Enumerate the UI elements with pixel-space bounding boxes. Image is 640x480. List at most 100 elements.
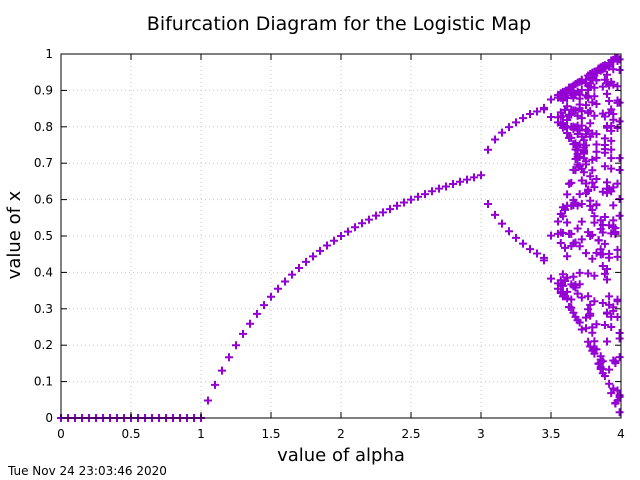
data-point — [584, 292, 593, 301]
data-point — [575, 242, 584, 251]
data-point — [463, 175, 471, 184]
data-point — [477, 171, 485, 180]
y-tick-label: 0.8 — [34, 120, 53, 134]
data-point — [470, 173, 478, 182]
data-point — [592, 75, 601, 84]
data-point — [609, 201, 618, 210]
data-point — [295, 264, 303, 273]
data-point — [365, 215, 373, 224]
data-point — [407, 195, 415, 204]
data-point — [600, 134, 609, 143]
data-point — [592, 68, 601, 77]
data-point — [337, 232, 345, 240]
data-point — [613, 82, 622, 91]
data-point — [615, 408, 624, 417]
data-point — [358, 219, 366, 228]
data-point — [386, 205, 394, 214]
axis-ticks: 0 0.5 1 1.5 2 2.5 3 3.5 4 0 0.1 0.2 0.3 0.4 0.5 0.6 0.7 0… — [34, 47, 625, 441]
data-point — [596, 216, 605, 225]
data-point — [302, 257, 310, 266]
data-point — [449, 179, 457, 188]
data-point — [484, 199, 492, 208]
data-point — [607, 154, 616, 163]
data-points — [57, 53, 624, 422]
data-point — [613, 252, 622, 261]
data-point — [344, 227, 352, 236]
data-point — [573, 224, 582, 233]
data-point — [577, 121, 586, 130]
data-point — [211, 380, 219, 389]
data-point — [598, 357, 607, 366]
y-tick-label: 0 — [45, 411, 53, 425]
data-point — [615, 392, 624, 401]
data-point — [582, 313, 590, 322]
data-point — [540, 105, 548, 114]
data-point — [613, 313, 622, 322]
data-point — [615, 166, 624, 175]
timestamp: Tue Nov 24 23:03:46 2020 — [8, 464, 167, 478]
data-point — [414, 192, 422, 201]
data-point — [600, 141, 609, 150]
data-point — [435, 184, 443, 193]
data-point — [592, 140, 601, 149]
data-point — [421, 190, 429, 199]
data-point — [590, 337, 599, 346]
data-point — [372, 211, 380, 220]
data-point — [225, 353, 233, 362]
data-point — [582, 160, 590, 169]
x-tick-label: 2 — [337, 427, 345, 441]
data-point — [579, 168, 588, 177]
data-point — [547, 95, 555, 104]
data-point — [561, 205, 569, 214]
y-tick-label: 0.7 — [34, 156, 53, 170]
data-point — [558, 112, 567, 121]
y-tick-label: 0.1 — [34, 375, 53, 389]
x-axis-label: value of alpha — [277, 445, 405, 466]
data-point — [540, 253, 548, 262]
data-point — [582, 249, 590, 258]
data-point — [588, 230, 597, 239]
data-point — [323, 241, 331, 250]
x-tick-label: 3.5 — [541, 427, 560, 441]
data-point — [246, 319, 254, 328]
chart-title: Bifurcation Diagram for the Logistic Map — [147, 13, 531, 35]
data-point — [609, 80, 618, 89]
data-point — [588, 178, 597, 187]
y-tick-label: 0.5 — [34, 229, 53, 243]
data-point — [505, 123, 513, 132]
data-point — [533, 249, 541, 258]
data-point — [586, 172, 595, 181]
data-point — [577, 293, 586, 302]
data-point — [600, 372, 609, 381]
data-point — [563, 116, 572, 125]
data-point — [577, 235, 586, 244]
data-point — [526, 245, 534, 254]
data-point — [491, 135, 499, 144]
data-point — [605, 292, 614, 301]
data-point — [563, 252, 572, 261]
data-point — [605, 379, 614, 388]
data-point — [563, 102, 572, 111]
data-point — [554, 217, 562, 226]
data-point — [558, 281, 567, 290]
x-tick-label: 4 — [617, 427, 625, 441]
data-point — [605, 97, 614, 106]
data-point — [588, 155, 597, 164]
data-point — [512, 118, 520, 127]
data-point — [400, 198, 408, 207]
data-point — [605, 249, 614, 258]
data-point — [611, 224, 620, 233]
data-point — [288, 270, 296, 279]
data-point — [577, 77, 586, 86]
data-point — [567, 229, 576, 238]
data-point — [592, 100, 601, 109]
data-point — [586, 342, 595, 351]
data-point — [592, 345, 601, 354]
data-point — [274, 284, 282, 293]
data-point — [615, 194, 624, 203]
data-point — [556, 239, 565, 248]
data-point — [592, 201, 601, 210]
x-tick-label: 0 — [57, 427, 65, 441]
data-point — [588, 166, 597, 175]
